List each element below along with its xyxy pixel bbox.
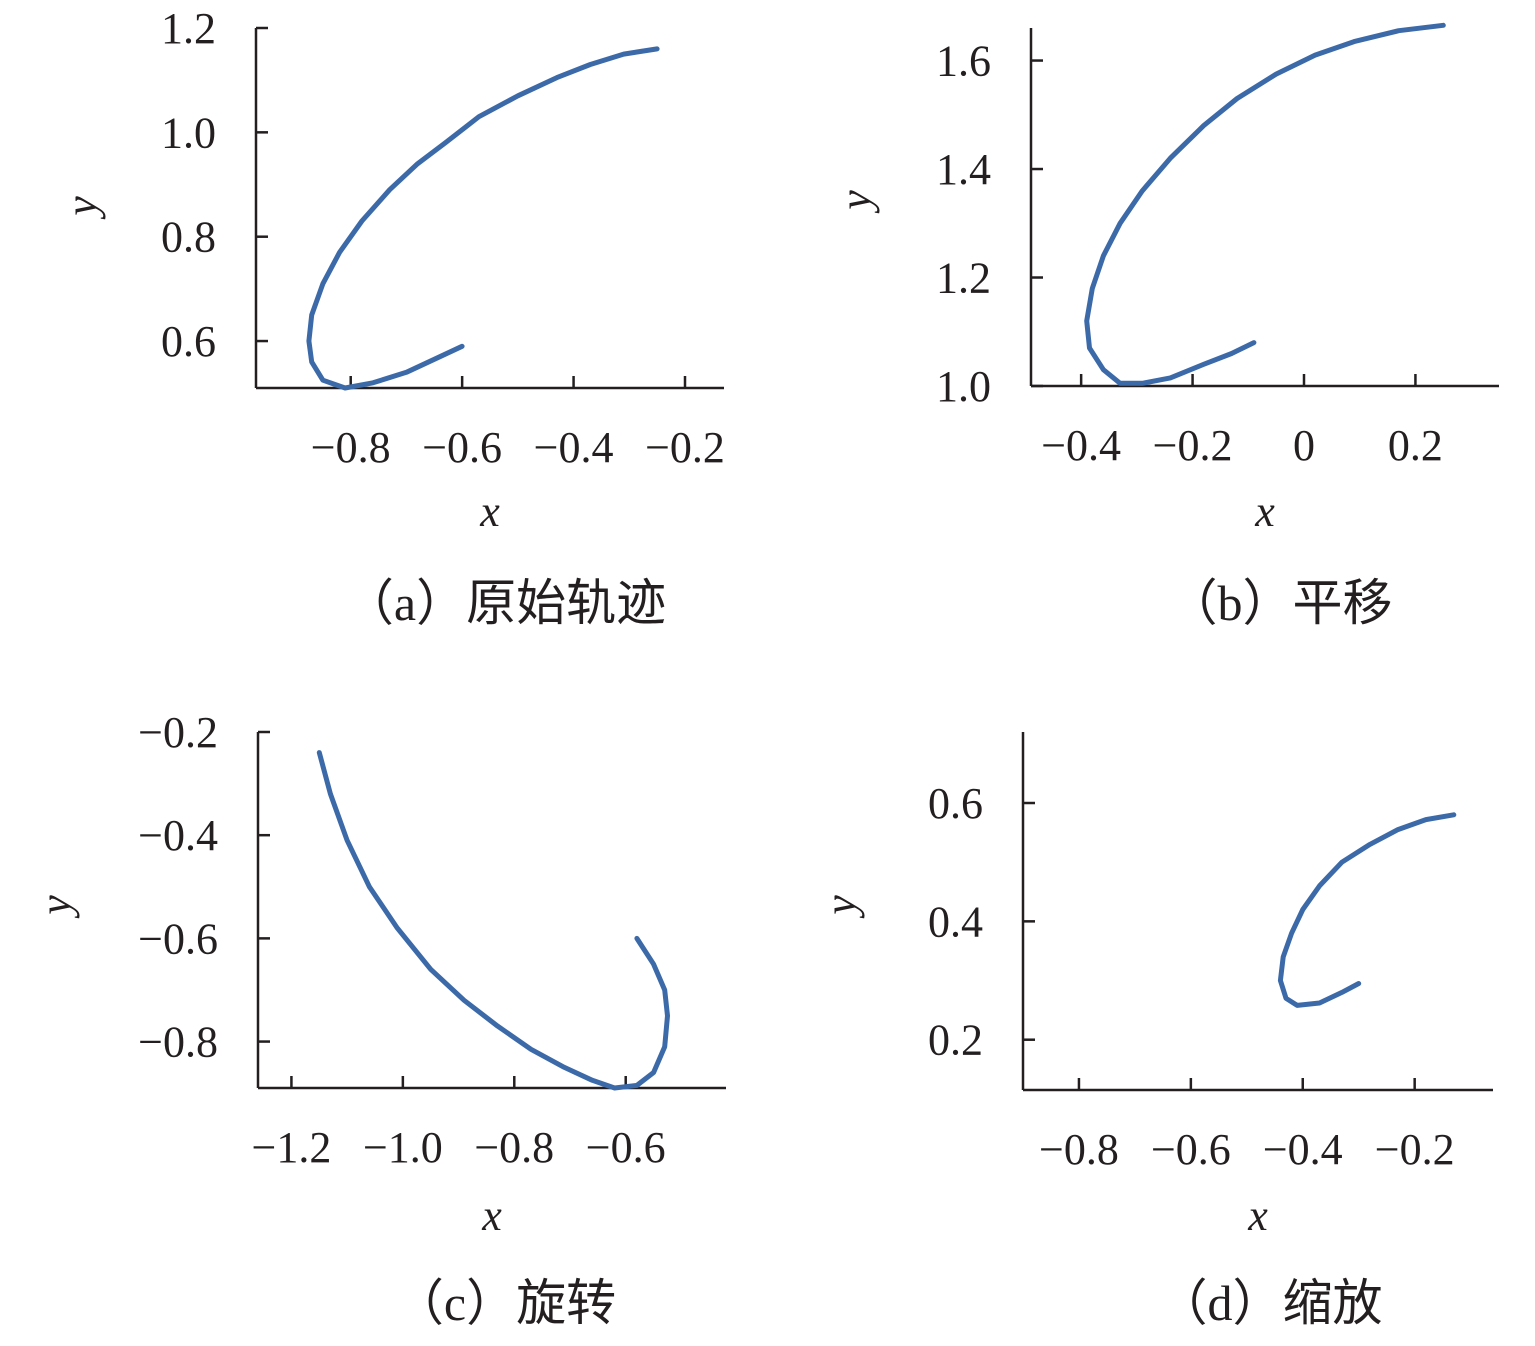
- panel-caption: （c）旋转: [394, 1275, 616, 1331]
- x-tick-label: −0.8: [474, 1123, 554, 1172]
- panel-caption: （d）缩放: [1158, 1275, 1383, 1331]
- x-tick-label: −0.2: [645, 423, 725, 472]
- x-tick-label: −0.4: [534, 423, 614, 472]
- x-tick-label: −0.6: [1151, 1125, 1231, 1174]
- chart-panel-1: −0.4 −0.2 0 0.2 1.0 1.2 1.4 1.6 x y （b）平移: [831, 22, 1499, 631]
- x-axis-label: x: [1254, 487, 1275, 536]
- y-tick-label: 0.4: [928, 897, 983, 946]
- x-tick-label: −0.2: [1375, 1125, 1455, 1174]
- x-tick-label: −0.2: [1153, 421, 1233, 470]
- y-tick-label: 0.8: [161, 213, 216, 262]
- x-axis-label: x: [481, 1191, 502, 1240]
- trajectory-line: [1277, 812, 1457, 1008]
- y-tick-label: 0.6: [161, 317, 216, 366]
- y-tick-label: 0.2: [928, 1016, 983, 1065]
- panel-caption: （a）原始轨迹: [344, 575, 666, 631]
- y-axis-label: y: [31, 895, 80, 919]
- y-tick-label: −0.6: [138, 914, 218, 963]
- y-tick-label: −0.8: [138, 1018, 218, 1067]
- y-tick-label: −0.2: [138, 708, 218, 757]
- x-tick-label: −0.8: [1039, 1125, 1119, 1174]
- y-tick-label: 1.2: [161, 4, 216, 53]
- x-tick-label: −0.8: [311, 423, 391, 472]
- x-tick-label: −0.6: [586, 1123, 666, 1172]
- y-tick-label: 1.4: [936, 145, 991, 194]
- y-axis-label: y: [57, 196, 106, 220]
- x-axis-label: x: [479, 487, 500, 536]
- y-tick-label: 1.2: [936, 254, 991, 303]
- x-tick-label: −0.6: [422, 423, 502, 472]
- trajectory-line: [1084, 22, 1446, 386]
- chart-panel-3: −0.8 −0.6 −0.4 −0.2 0.2 0.4 0.6 x y （d）缩放: [816, 732, 1493, 1331]
- y-axis-label: y: [831, 190, 880, 214]
- y-tick-label: 1.0: [161, 108, 216, 157]
- x-tick-label: −1.2: [252, 1123, 332, 1172]
- x-tick-label: −1.0: [363, 1123, 443, 1172]
- x-tick-label: −0.4: [1263, 1125, 1343, 1174]
- x-tick-label: −0.4: [1041, 421, 1121, 470]
- trajectory-line: [306, 46, 660, 391]
- panel-caption: （b）平移: [1168, 575, 1393, 631]
- x-axis-label: x: [1247, 1191, 1268, 1240]
- y-tick-label: 1.0: [936, 362, 991, 411]
- trajectory-line: [316, 750, 670, 1091]
- y-axis-label: y: [816, 895, 865, 919]
- x-tick-label: 0.2: [1388, 421, 1443, 470]
- x-tick-label: 0: [1293, 421, 1315, 470]
- chart-panel-2: −1.2 −1.0 −0.8 −0.6 −0.2 −0.4 −0.6 −0.8 x y （c）旋转: [31, 708, 726, 1331]
- chart-panel-0: −0.8 −0.6 −0.4 −0.2 0.6 0.8 1.0 1.2 x y （a）原始轨迹: [57, 4, 725, 631]
- y-tick-label: 0.6: [928, 779, 983, 828]
- y-tick-label: −0.4: [138, 811, 218, 860]
- y-tick-label: 1.6: [936, 37, 991, 86]
